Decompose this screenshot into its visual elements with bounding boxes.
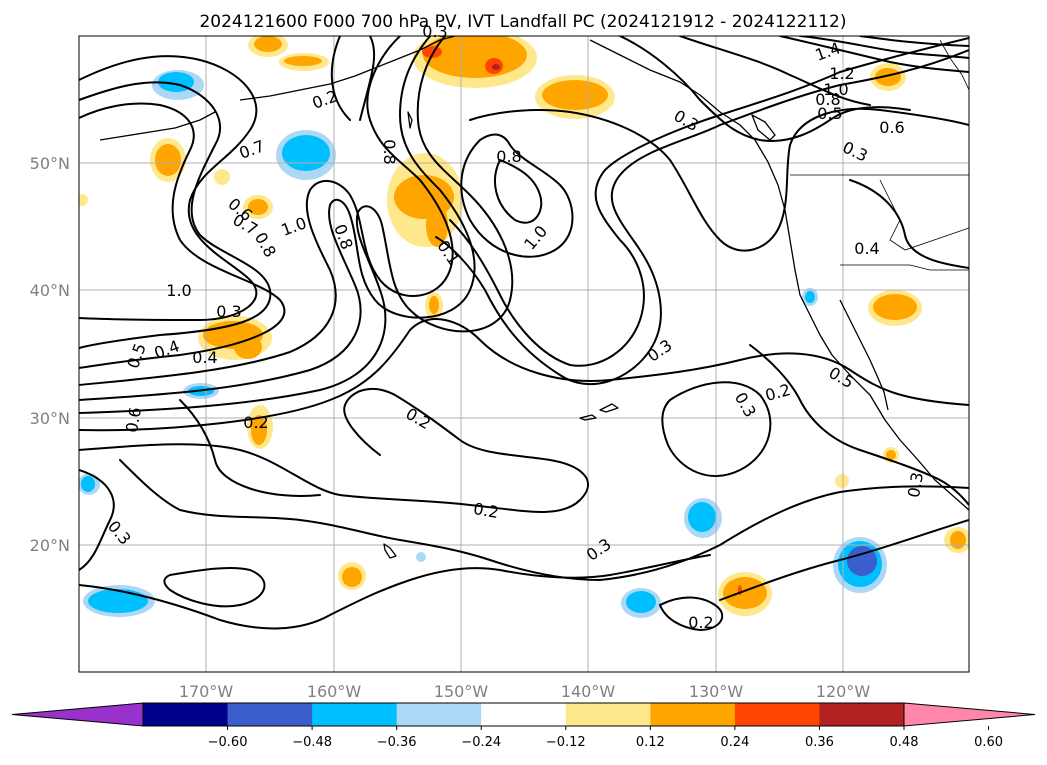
contour-label: 0.5 [817,104,842,123]
contour-label: 0.4 [854,239,879,258]
colorbar-tick-label: −0.12 [546,735,586,750]
contour-label: 1.0 [166,281,191,300]
pc-shading [79,36,969,618]
colorbar-tick-label: −0.36 [377,735,417,750]
lon-tick: 120°W [816,682,871,701]
contour-label: 0.4 [192,348,217,367]
lon-tick: 160°W [307,682,362,701]
colorbar-bin [819,703,905,726]
colorbar-frame [142,702,905,727]
lon-tick: 130°W [689,682,744,701]
colorbar: −0.60 −0.48 −0.36 −0.24 −0.12 0.12 0.24 0.36 0.4… [11,702,1036,750]
colorbar-extend-high [903,702,1036,727]
colorbar-bin [396,703,482,726]
colorbar-tick-label: 0.36 [805,735,834,750]
contour-label: 0.8 [380,139,399,164]
lat-tick: 30°N [30,409,70,428]
contour-label: 0.6 [879,118,904,137]
lat-tick: 20°N [30,536,70,555]
colorbar-tick-label: −0.48 [292,735,332,750]
colorbar-bin [650,703,736,726]
lat-tick: 50°N [30,154,70,173]
contour-label: 0.6 [122,406,145,434]
contour-label: 0.3 [904,471,927,499]
contour-label: 0.3 [216,302,241,321]
contour-label: 0.8 [496,147,521,166]
lat-tick: 40°N [30,281,70,300]
pv-contours [79,36,969,631]
lon-tick: 140°W [561,682,616,701]
colorbar-bin [312,703,398,726]
contour-label: 0.2 [688,613,713,632]
coastlines [99,36,969,559]
colorbar-bin [227,703,313,726]
contour-label: 0.2 [472,499,500,522]
contour-label: 0.2 [243,413,268,432]
latitude-ticks: 50°N 40°N 30°N 20°N [30,154,70,555]
colorbar-bin [734,703,820,726]
longitude-ticks: 170°W 160°W 150°W 140°W 130°W 120°W [179,682,871,701]
figure-title: 2024121600 F000 700 hPa PV, IVT Landfall… [199,12,846,32]
colorbar-tick-label: 0.48 [890,735,919,750]
colorbar-extend-low [11,702,144,727]
colorbar-tick-label: 0.12 [636,735,665,750]
colorbar-tick-label: 0.24 [720,735,749,750]
colorbar-bin [481,703,567,726]
colorbar-tick-label: −0.24 [461,735,501,750]
map-gridlines [79,36,969,672]
contour-label: 0.3 [422,22,447,41]
colorbar-bin [565,703,651,726]
lon-tick: 150°W [434,682,489,701]
contour-label: 1.2 [829,64,854,83]
contour-label: 0.8 [815,90,840,109]
map-panel: 1.41.21.00.80.50.60.30.40.50.20.30.30.7 0… [78,22,970,673]
colorbar-tick-label: 0.60 [974,735,1003,750]
contour-label: 1.0 [823,80,848,99]
colorbar-tick-label: −0.60 [208,735,248,750]
lon-tick: 170°W [179,682,234,701]
map-frame [78,35,970,673]
colorbar-bin [143,703,229,726]
